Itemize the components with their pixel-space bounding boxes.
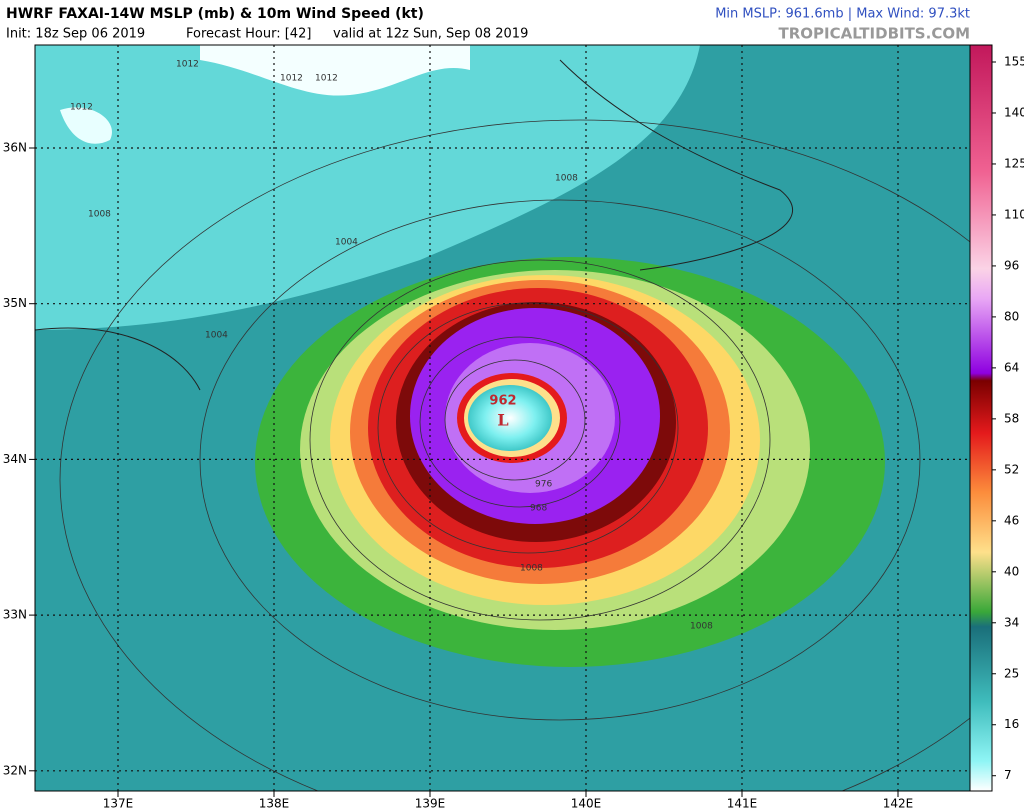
- lon-label: 142E: [883, 797, 914, 811]
- colorbar-label: 34: [1004, 615, 1019, 629]
- coastline: [35, 59, 794, 391]
- lon-label: 137E: [103, 797, 134, 811]
- isobars: [59, 119, 970, 791]
- init-time: Init: 18z Sep 06 2019: [6, 27, 145, 42]
- lat-label: 33N: [3, 608, 27, 622]
- contour-label: 1008: [88, 210, 111, 220]
- lon-label: 141E: [727, 797, 758, 811]
- lat-label: 34N: [3, 452, 27, 466]
- colorbar-label: 125: [1004, 156, 1024, 170]
- colorbar-label: 46: [1004, 513, 1019, 527]
- contour-label: 1012: [176, 60, 199, 70]
- colorbar-label: 140: [1004, 105, 1024, 119]
- colorbar-label: 7: [1004, 768, 1012, 782]
- contour-label: 1008: [690, 622, 713, 632]
- colorbar-label: 58: [1004, 411, 1019, 425]
- colorbar-label: 40: [1004, 564, 1019, 578]
- colorbar-label: 16: [1004, 717, 1019, 731]
- contour-label: 1012: [70, 103, 93, 113]
- map: 1012 1012 1012 1012 1008 1008 1004 1004 …: [35, 45, 970, 791]
- center-pressure: 962: [489, 394, 516, 409]
- title: HWRF FAXAI-14W MSLP (mb) & 10m Wind Spee…: [6, 6, 424, 22]
- colorbar-label: 25: [1004, 666, 1019, 680]
- valid-time: valid at 12z Sun, Sep 08 2019: [333, 27, 528, 42]
- colorbar-label: 52: [1004, 462, 1019, 476]
- colorbar-label: 110: [1004, 207, 1024, 221]
- forecast-hour: Forecast Hour: [42]: [186, 27, 311, 42]
- colorbar: [969, 44, 993, 792]
- contour-label: 1008: [555, 174, 578, 184]
- contour-label: 1008: [520, 564, 543, 574]
- site-name: TROPICALTIDBITS.COM: [779, 25, 971, 43]
- contour-label: 1012: [315, 74, 338, 84]
- colorbar-label: 80: [1004, 309, 1019, 323]
- lon-label: 139E: [415, 797, 446, 811]
- calm-area: [60, 107, 112, 144]
- contour-label: 1012: [280, 74, 303, 84]
- colorbar-label: 155: [1004, 55, 1024, 69]
- colorbar-label: 96: [1004, 258, 1019, 272]
- lat-label: 36N: [3, 141, 27, 155]
- lat-label: 35N: [3, 296, 27, 310]
- lon-label: 140E: [571, 797, 602, 811]
- calm-area: [200, 45, 470, 96]
- stats: Min MSLP: 961.6mb | Max Wind: 97.3kt: [715, 7, 970, 22]
- eye: [468, 385, 552, 451]
- colorbar-label: 64: [1004, 360, 1019, 374]
- contour-label: 1004: [335, 238, 358, 248]
- lat-label: 32N: [3, 763, 27, 777]
- lon-label: 138E: [259, 797, 290, 811]
- northern-field: [35, 45, 700, 330]
- low-marker: L: [497, 411, 508, 430]
- contour-label: 976: [535, 480, 552, 490]
- contour-label: 1004: [205, 331, 228, 341]
- contour-label: 968: [530, 504, 547, 514]
